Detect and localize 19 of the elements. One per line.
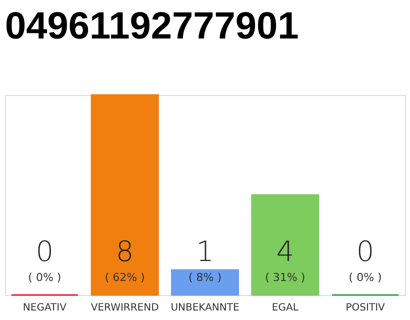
data-label: 4 bbox=[276, 235, 294, 268]
annotation: ( 8% ) bbox=[188, 271, 222, 284]
x-tick-label: VERWIRREND bbox=[90, 302, 160, 314]
bar bbox=[170, 269, 240, 296]
annotation: ( 31% ) bbox=[265, 271, 306, 284]
x-tick-label: EGAL bbox=[272, 302, 299, 314]
x-tick-label: NEGATIV bbox=[22, 302, 67, 314]
annotation: ( 62% ) bbox=[104, 271, 145, 284]
bar bbox=[251, 194, 320, 296]
bar bbox=[90, 94, 159, 296]
data-label: 8 bbox=[116, 235, 134, 268]
x-tick-label: UNBEKANNTE bbox=[170, 302, 240, 314]
x-tick-label: POSITIV bbox=[346, 302, 386, 314]
annotation: ( 0% ) bbox=[348, 271, 382, 284]
chart-title: 04961192777901 bbox=[5, 5, 299, 48]
data-label: 1 bbox=[196, 235, 214, 268]
data-label: 0 bbox=[36, 235, 54, 268]
data-label: 0 bbox=[356, 235, 374, 268]
annotation: ( 0% ) bbox=[28, 271, 62, 284]
